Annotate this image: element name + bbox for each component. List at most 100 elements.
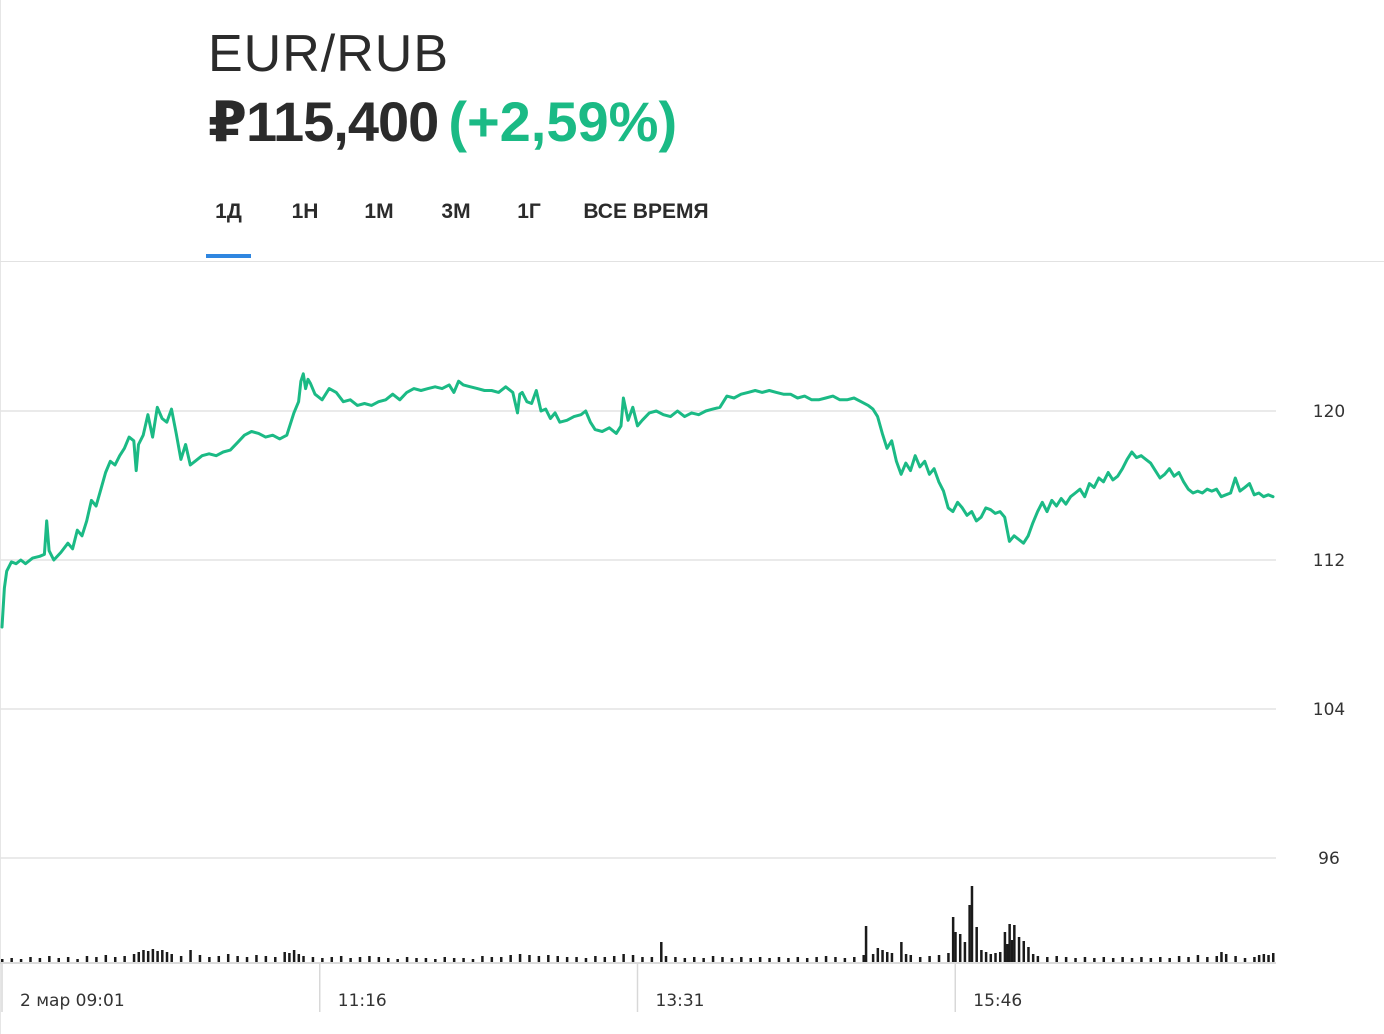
volume-bar	[1010, 940, 1014, 962]
volume-bar	[198, 955, 202, 962]
volume-bar	[443, 957, 446, 962]
volume-bar	[146, 951, 150, 962]
volume-bar	[612, 956, 616, 962]
volume-bar	[509, 955, 512, 962]
volume-bar	[292, 950, 296, 962]
y-tick-label-104: 104	[1313, 700, 1345, 720]
volume-bar	[66, 957, 70, 962]
volume-bar	[264, 956, 268, 962]
volume-bar	[918, 957, 922, 962]
volume-bar	[104, 955, 108, 962]
volume-bar	[683, 958, 687, 962]
volume-bar	[1083, 957, 1087, 962]
volume-bar	[499, 957, 503, 962]
volume-bar	[692, 957, 696, 962]
tab-3m[interactable]: 3М	[441, 200, 471, 223]
y-axis-labels: 96 104 112 120	[1313, 402, 1345, 869]
volume-bar	[575, 957, 578, 962]
volume-bar	[1017, 937, 1021, 962]
volume-bar	[1196, 955, 1200, 962]
header: EUR/RUB ₽115,400 (+2,59%)	[208, 28, 677, 150]
period-tabs: 1Д 1Н 1М 3М 1Г ВСЕ ВРЕМЯ	[206, 196, 747, 262]
x-tick-label: 11:16	[338, 991, 387, 1011]
tab-1w[interactable]: 1Н	[291, 200, 319, 223]
volume-bar	[452, 958, 456, 962]
volume-bar	[208, 957, 211, 962]
tab-all-time[interactable]: ВСЕ ВРЕМЯ	[583, 200, 709, 223]
volume-bar	[660, 942, 663, 962]
volume-bar	[48, 956, 51, 962]
volume-bar	[603, 957, 607, 962]
volume-bar	[749, 958, 752, 962]
volume-bar	[702, 958, 705, 962]
volume-bar	[10, 958, 13, 962]
price-line-group	[0, 372, 1275, 629]
volume-bar	[288, 953, 291, 962]
volume-bar	[951, 917, 955, 962]
x-tick-label: 2 мар 09:01	[20, 991, 125, 1011]
volume-bar	[975, 927, 978, 962]
volume-bar	[1006, 944, 1009, 962]
volume-bar	[179, 956, 183, 962]
volume-bar	[1055, 956, 1058, 962]
volume-bar	[1215, 956, 1219, 962]
tab-1d[interactable]: 1Д	[206, 196, 251, 258]
volume-bar	[245, 957, 249, 962]
volume-bar	[321, 958, 324, 962]
volume-bar	[471, 959, 475, 962]
volume-bar	[236, 956, 239, 962]
volume-bar	[777, 957, 781, 962]
volume-bar	[1220, 952, 1223, 962]
volume-bar	[556, 956, 559, 962]
volume-bar	[1013, 925, 1016, 962]
volume-bars	[1, 886, 1275, 962]
volume-bar	[1046, 957, 1049, 962]
volume-bar	[123, 956, 126, 962]
volume-bar	[954, 932, 957, 962]
volume-bar	[594, 956, 597, 962]
volume-bar	[721, 957, 724, 962]
volume-bar	[881, 950, 884, 962]
volume-bar	[85, 956, 89, 962]
grid-lines	[0, 410, 1276, 859]
volume-bar	[904, 954, 908, 962]
volume-bar	[1121, 957, 1124, 962]
y-tick-label-96: 96	[1318, 849, 1340, 869]
volume-bar	[787, 958, 790, 962]
volume-bar	[1140, 957, 1143, 962]
volume-bar	[1022, 941, 1026, 962]
volume-bar	[980, 950, 983, 962]
volume-bar	[415, 958, 418, 962]
volume-bar	[1272, 953, 1275, 962]
volume-bar	[424, 958, 428, 962]
volume-bar	[805, 958, 809, 962]
tab-1m[interactable]: 1М	[364, 200, 394, 223]
volume-bar	[1149, 958, 1153, 962]
volume-bar	[170, 954, 173, 962]
volume-bar	[297, 954, 301, 962]
volume-bar	[885, 952, 889, 962]
volume-bar	[1027, 947, 1030, 962]
volume-bar	[189, 950, 192, 962]
volume-bar	[1093, 958, 1096, 962]
volume-bar	[156, 951, 159, 962]
volume-bar	[358, 957, 362, 962]
tab-1y[interactable]: 1Г	[517, 200, 541, 223]
left-border	[0, 0, 1, 1034]
volume-bar	[876, 948, 880, 962]
volume-bar	[434, 959, 437, 962]
y-tick-label-112: 112	[1313, 551, 1345, 571]
volume-bar	[584, 958, 588, 962]
volume-bar	[311, 957, 315, 962]
volume-bar	[95, 957, 98, 962]
volume-bar	[843, 958, 847, 962]
price-change: (+2,59%)	[448, 90, 678, 153]
volume-bar	[1003, 932, 1007, 962]
volume-bar	[1262, 954, 1266, 962]
volume-bar	[565, 957, 569, 962]
volume-bar	[368, 956, 371, 962]
volume-bar	[864, 926, 868, 962]
volume-bar	[137, 952, 141, 962]
volume-bar	[377, 957, 381, 962]
volume-bar	[165, 952, 169, 962]
